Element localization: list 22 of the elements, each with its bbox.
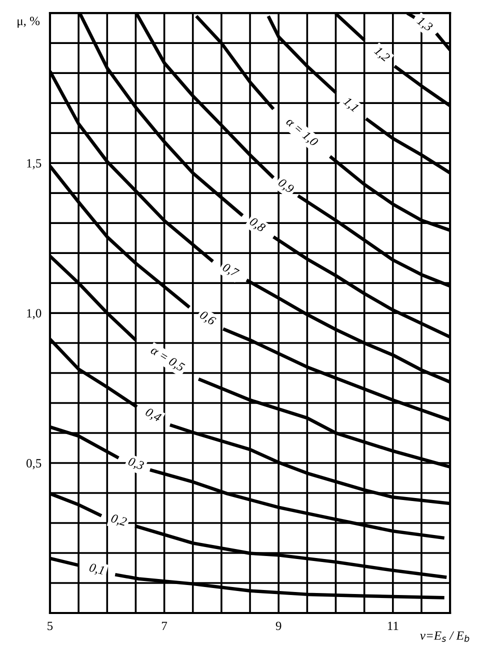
- y-tick-label: 1,5: [27, 159, 42, 170]
- text: 0,2: [110, 514, 128, 528]
- y-axis-title: μ, %: [18, 16, 40, 28]
- text: 1,3: [415, 16, 434, 34]
- text: 1,2: [372, 46, 391, 64]
- text: 0,4: [144, 407, 162, 424]
- x-tick-label: 7: [162, 622, 168, 630]
- x-tick-label: 9: [276, 622, 282, 630]
- text: 0,6: [198, 310, 217, 328]
- text: 0,7: [221, 262, 240, 280]
- text: α = 1,0: [284, 116, 319, 148]
- y-tick-label: 1,0: [27, 309, 42, 320]
- x-axis-title: ν=E$_{s}$ / E$_{b}$: [420, 631, 470, 642]
- y-tick-label: 0,5: [26, 459, 42, 470]
- text: 0,1: [88, 563, 104, 576]
- text: 0,3: [127, 456, 145, 472]
- x-tick-label: 11: [388, 622, 398, 630]
- text: α = 0,5: [149, 346, 186, 374]
- text: 1,1: [342, 96, 359, 114]
- text: 0,9: [276, 178, 295, 196]
- text: 0,8: [248, 216, 266, 234]
- x-tick-label: 5: [48, 622, 53, 630]
